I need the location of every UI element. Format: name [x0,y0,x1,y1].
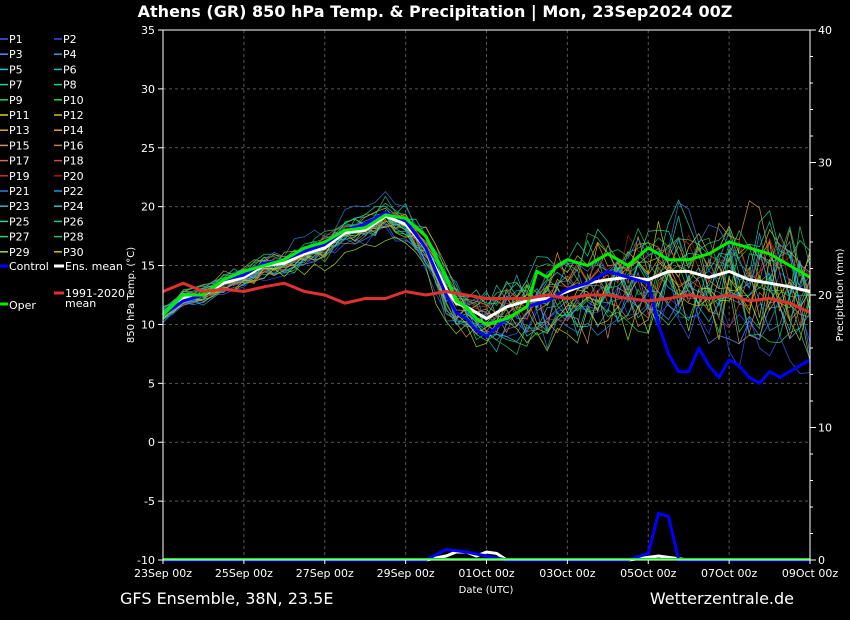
legend-label-p20: P20 [63,170,84,183]
legend-label-p29: P29 [9,246,30,259]
x-tick-label: 07Oct 00z [701,567,758,580]
x-tick-label: 05Oct 00z [620,567,677,580]
legend-label-p19: P19 [9,170,30,183]
legend-label-control: Control [9,260,49,273]
legend-label-p7: P7 [9,79,23,92]
series-line-oper [161,213,811,326]
legend-label-p8: P8 [63,79,77,92]
y2-tick-label: 40 [818,24,832,37]
legend-label-p24: P24 [63,200,84,213]
legend-label-p15: P15 [9,139,30,152]
legend-label-climatology-line2: mean [65,297,96,310]
x-tick-label: 29Sep 00z [377,567,435,580]
series-lines [161,211,811,385]
y2-axis-ticks: 0 10 20 30 40 [810,24,832,567]
member-line-p30 [162,218,811,340]
y-tick-label: 30 [141,83,155,96]
legend-label-p11: P11 [9,109,30,122]
member-line-p29 [162,236,811,352]
y2-axis-label: Precipitation (mm) [835,248,846,341]
x-tick-label: 23Sep 00z [134,567,192,580]
legend-label-p2: P2 [63,33,77,46]
y-tick-label: 0 [148,436,155,449]
x-tick-label: 03Oct 00z [539,567,596,580]
y-tick-label: 20 [141,201,155,214]
legend-label-p14: P14 [63,124,84,137]
legend-label-p9: P9 [9,94,23,107]
legend-label-p13: P13 [9,124,30,137]
legend-label-p10: P10 [63,94,84,107]
footer-site-credit: Wetterzentrale.de [650,589,794,608]
y-tick-label: 10 [141,318,155,331]
legend-label-p28: P28 [63,231,84,244]
legend: P1 P2 P3 P4 P5 P6 P7 P8 P9 P10 P11 P12 P13 P14 P15 P16 P… [0,33,125,312]
x-tick-label: 25Sep 00z [215,567,273,580]
y2-tick-label: 0 [818,554,825,567]
legend-label-p21: P21 [9,185,30,198]
y-axis-label: 850 hPa Temp. (°C) [126,247,137,343]
legend-label-p4: P4 [63,48,77,61]
legend-label-p23: P23 [9,200,30,213]
legend-label-p26: P26 [63,215,84,228]
member-line-p7 [162,199,811,327]
legend-label-p6: P6 [63,63,77,76]
y-tick-label: -10 [137,554,155,567]
legend-label-p3: P3 [9,48,23,61]
legend-label-p18: P18 [63,155,84,168]
series-line-control [162,211,811,385]
legend-label-oper: Oper [9,299,36,312]
legend-label-climatology: 1991-2020 [65,287,125,300]
legend-label-p22: P22 [63,185,84,198]
y-tick-label: -5 [144,495,155,508]
y-axis-ticks: -10 -5 0 5 10 15 20 25 30 35 [137,24,163,567]
y2-tick-label: 10 [818,422,832,435]
member-line-p28 [162,195,811,307]
chart-title: Athens (GR) 850 hPa Temp. & Precipitatio… [138,2,733,22]
legend-label-p1: P1 [9,33,23,46]
legend-label-p30: P30 [63,246,84,259]
x-tick-label: 09Oct 00z [782,567,839,580]
legend-label-p12: P12 [63,109,84,122]
legend-label-p17: P17 [9,155,30,168]
y-tick-label: 15 [141,260,155,273]
legend-label-p25: P25 [9,215,30,228]
legend-label-p16: P16 [63,139,84,152]
precip-line-ens-mean [163,550,810,562]
x-axis-ticks: 23Sep 00z 25Sep 00z 27Sep 00z 29Sep 00z 01Oc… [134,560,838,580]
legend-label-p5: P5 [9,63,23,76]
series-line-1991-2020-mean [162,281,811,315]
y2-tick-label: 20 [818,289,832,302]
member-line-p25 [162,210,811,360]
x-axis-label: Date (UTC) [459,585,514,596]
legend-label-ens-mean: Ens. mean [65,260,123,273]
y2-tick-label: 30 [818,157,832,170]
y-tick-label: 25 [141,142,155,155]
x-tick-label: 01Oct 00z [458,567,515,580]
y-tick-label: 35 [141,24,155,37]
legend-label-p27: P27 [9,231,30,244]
y-tick-label: 5 [148,377,155,390]
series-line-ens-mean [162,214,811,321]
x-tick-label: 27Sep 00z [296,567,354,580]
footer-model-location: GFS Ensemble, 38N, 23.5E [120,589,333,608]
